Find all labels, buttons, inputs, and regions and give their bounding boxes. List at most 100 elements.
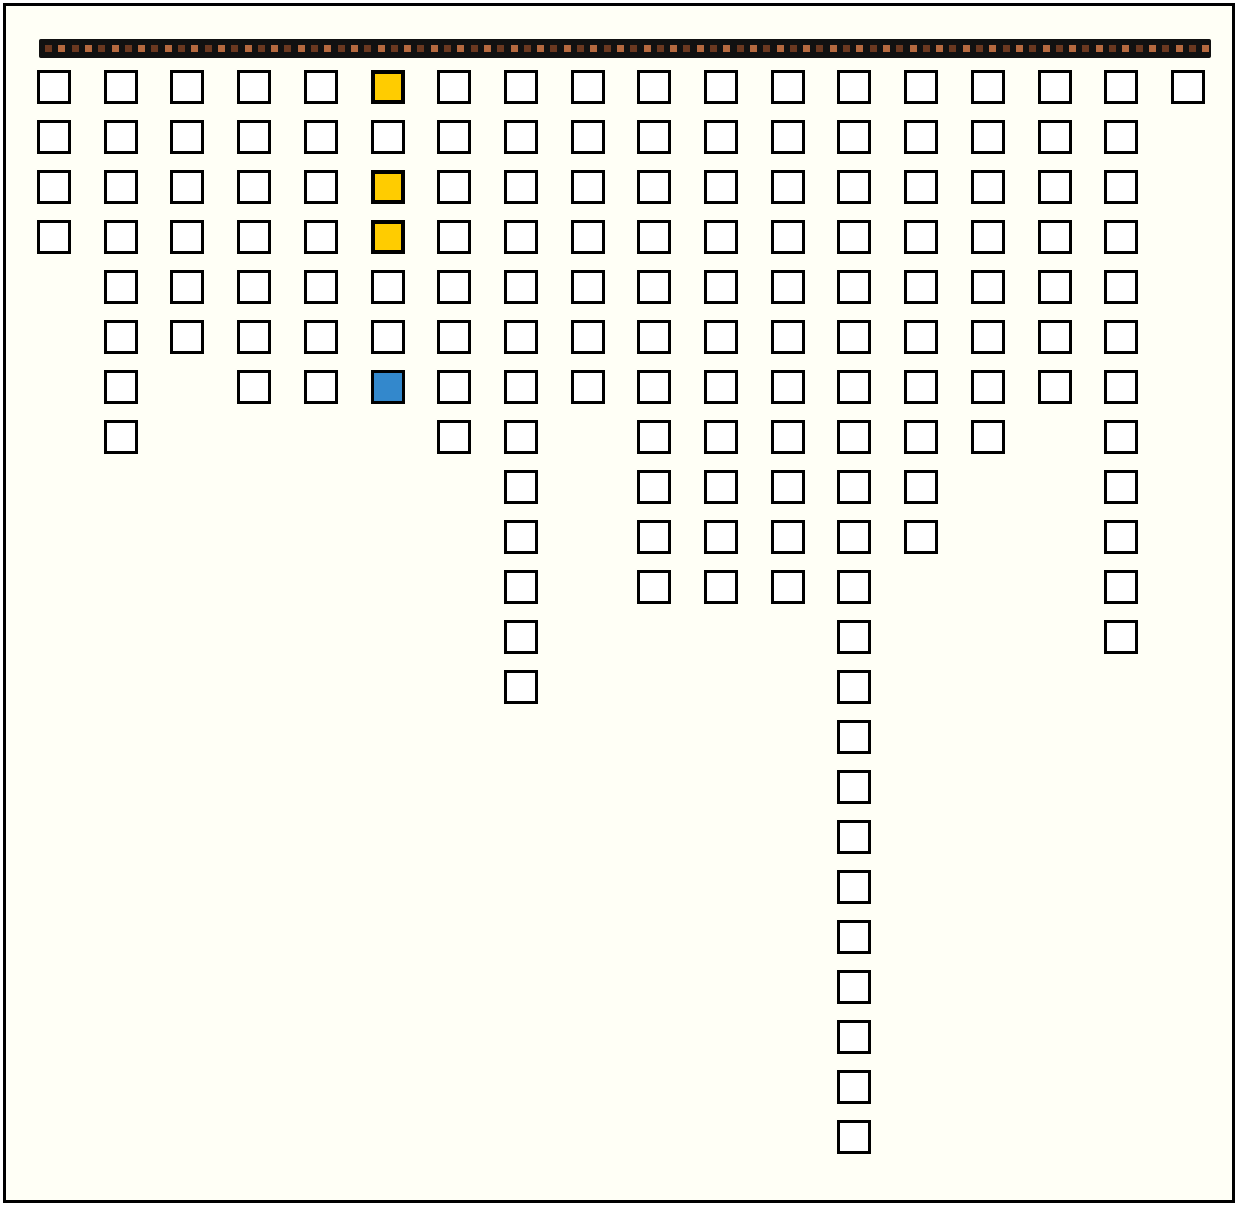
cell-empty[interactable] [837,120,872,154]
cell-empty[interactable] [437,320,472,354]
cell-empty[interactable] [970,70,1005,104]
cell-empty[interactable] [837,1020,872,1054]
cell-empty[interactable] [370,320,405,354]
cell-empty[interactable] [637,320,672,354]
cell-empty[interactable] [704,120,738,154]
cell-empty[interactable] [37,170,71,204]
cell-empty[interactable] [570,120,605,154]
cell-empty[interactable] [637,70,672,104]
cell-empty[interactable] [437,420,472,454]
cell-empty[interactable] [103,170,138,204]
cell-empty[interactable] [637,270,672,304]
cell-empty[interactable] [770,420,805,454]
cell-empty[interactable] [1104,620,1139,654]
cell-empty[interactable] [103,220,138,254]
cell-empty[interactable] [704,220,738,254]
cell-empty[interactable] [170,220,205,254]
cell-empty[interactable] [103,120,138,154]
cell-empty[interactable] [637,170,672,204]
cell-yellow[interactable] [370,70,405,104]
cell-empty[interactable] [770,170,805,204]
cell-empty[interactable] [637,370,672,404]
cell-empty[interactable] [1037,170,1072,204]
cell-empty[interactable] [837,770,872,804]
cell-empty[interactable] [970,220,1005,254]
cell-empty[interactable] [570,370,605,404]
cell-empty[interactable] [637,120,672,154]
cell-empty[interactable] [704,470,738,504]
cell-empty[interactable] [303,70,338,104]
cell-empty[interactable] [770,570,805,604]
cell-empty[interactable] [770,270,805,304]
cell-empty[interactable] [837,270,872,304]
cell-empty[interactable] [904,370,939,404]
cell-empty[interactable] [704,70,738,104]
cell-empty[interactable] [103,320,138,354]
cell-empty[interactable] [437,70,472,104]
cell-empty[interactable] [770,120,805,154]
cell-empty[interactable] [970,370,1005,404]
cell-empty[interactable] [237,370,272,404]
cell-empty[interactable] [503,620,538,654]
cell-empty[interactable] [503,220,538,254]
cell-empty[interactable] [970,170,1005,204]
cell-empty[interactable] [837,470,872,504]
cell-empty[interactable] [704,370,738,404]
cell-empty[interactable] [437,270,472,304]
cell-empty[interactable] [770,70,805,104]
cell-empty[interactable] [303,370,338,404]
cell-empty[interactable] [1104,370,1139,404]
cell-empty[interactable] [503,170,538,204]
cell-empty[interactable] [837,170,872,204]
cell-empty[interactable] [37,120,71,154]
cell-empty[interactable] [570,70,605,104]
cell-empty[interactable] [704,270,738,304]
cell-empty[interactable] [837,620,872,654]
cell-empty[interactable] [170,270,205,304]
cell-empty[interactable] [503,70,538,104]
cell-empty[interactable] [904,70,939,104]
cell-yellow[interactable] [370,220,405,254]
cell-blue[interactable] [370,370,405,404]
cell-empty[interactable] [770,370,805,404]
cell-empty[interactable] [837,820,872,854]
cell-empty[interactable] [704,570,738,604]
cell-empty[interactable] [837,70,872,104]
cell-empty[interactable] [303,270,338,304]
cell-empty[interactable] [637,420,672,454]
cell-empty[interactable] [837,370,872,404]
cell-empty[interactable] [637,220,672,254]
cell-empty[interactable] [1104,320,1139,354]
cell-empty[interactable] [303,120,338,154]
cell-empty[interactable] [570,220,605,254]
cell-empty[interactable] [970,420,1005,454]
cell-empty[interactable] [303,320,338,354]
cell-empty[interactable] [837,320,872,354]
cell-empty[interactable] [970,270,1005,304]
cell-empty[interactable] [237,320,272,354]
cell-empty[interactable] [704,320,738,354]
cell-empty[interactable] [170,320,205,354]
cell-empty[interactable] [570,320,605,354]
cell-empty[interactable] [503,420,538,454]
cell-empty[interactable] [437,170,472,204]
cell-empty[interactable] [103,370,138,404]
cell-empty[interactable] [1037,120,1072,154]
cell-empty[interactable] [770,220,805,254]
cell-empty[interactable] [837,1120,872,1154]
cell-empty[interactable] [37,70,71,104]
cell-empty[interactable] [503,270,538,304]
cell-empty[interactable] [1104,120,1139,154]
cell-empty[interactable] [503,370,538,404]
cell-empty[interactable] [1104,570,1139,604]
cell-empty[interactable] [237,70,272,104]
cell-empty[interactable] [904,170,939,204]
cell-empty[interactable] [237,220,272,254]
cell-empty[interactable] [837,420,872,454]
cell-empty[interactable] [437,370,472,404]
cell-empty[interactable] [170,170,205,204]
cell-empty[interactable] [103,420,138,454]
cell-empty[interactable] [503,120,538,154]
cell-empty[interactable] [1037,370,1072,404]
cell-empty[interactable] [237,270,272,304]
